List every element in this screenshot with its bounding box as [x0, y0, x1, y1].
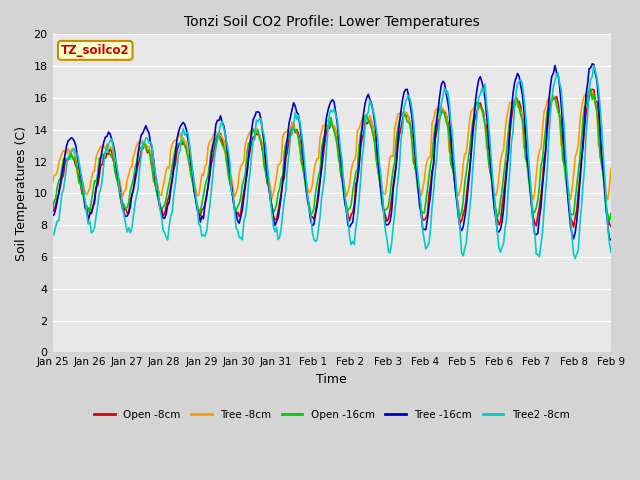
Tree -16cm	[49, 213, 56, 218]
Tree2 -8cm	[572, 256, 579, 262]
Tree -16cm	[234, 218, 241, 224]
Open -16cm	[576, 156, 584, 162]
Open -16cm	[605, 218, 613, 224]
Line: Open -16cm: Open -16cm	[52, 89, 611, 221]
Tree2 -8cm	[117, 190, 125, 196]
Tree2 -8cm	[607, 249, 615, 255]
Line: Tree2 -8cm: Tree2 -8cm	[52, 66, 611, 259]
Line: Open -8cm: Open -8cm	[52, 89, 611, 227]
Tree -8cm	[117, 185, 125, 191]
Open -8cm	[49, 205, 56, 211]
Line: Tree -8cm: Tree -8cm	[52, 91, 611, 200]
Open -16cm	[117, 198, 125, 204]
Open -8cm	[577, 156, 585, 162]
X-axis label: Time: Time	[316, 373, 347, 386]
Line: Tree -16cm: Tree -16cm	[52, 64, 611, 240]
Legend: Open -8cm, Tree -8cm, Open -16cm, Tree -16cm, Tree2 -8cm: Open -8cm, Tree -8cm, Open -16cm, Tree -…	[90, 405, 573, 424]
Tree2 -8cm	[590, 63, 598, 69]
Tree -16cm	[576, 180, 584, 185]
Open -8cm	[215, 134, 223, 140]
Tree2 -8cm	[243, 201, 251, 207]
Open -16cm	[49, 207, 56, 213]
Tree -16cm	[215, 118, 223, 123]
Tree -16cm	[117, 194, 125, 200]
Tree -16cm	[293, 109, 301, 115]
Y-axis label: Soil Temperatures (C): Soil Temperatures (C)	[15, 126, 28, 261]
Text: TZ_soilco2: TZ_soilco2	[61, 44, 129, 57]
Tree -16cm	[607, 237, 615, 243]
Tree -8cm	[234, 185, 241, 191]
Open -16cm	[587, 86, 595, 92]
Open -16cm	[215, 134, 223, 140]
Tree -8cm	[577, 106, 585, 111]
Tree -8cm	[607, 166, 615, 171]
Open -16cm	[293, 127, 301, 133]
Tree2 -8cm	[49, 232, 56, 238]
Tree -8cm	[243, 136, 251, 142]
Tree2 -8cm	[293, 117, 301, 122]
Tree -8cm	[49, 180, 56, 185]
Tree -8cm	[215, 132, 223, 138]
Tree2 -8cm	[215, 130, 223, 135]
Open -16cm	[234, 204, 241, 209]
Tree2 -8cm	[234, 227, 241, 233]
Open -16cm	[243, 151, 251, 156]
Open -8cm	[243, 171, 251, 177]
Open -8cm	[607, 223, 615, 229]
Tree -8cm	[293, 130, 301, 135]
Tree -16cm	[243, 169, 251, 175]
Tree -8cm	[529, 197, 537, 203]
Open -16cm	[607, 211, 615, 216]
Tree2 -8cm	[577, 204, 585, 210]
Open -8cm	[117, 198, 125, 204]
Tree -16cm	[588, 61, 596, 67]
Open -8cm	[570, 224, 577, 230]
Tree -8cm	[584, 88, 591, 94]
Open -8cm	[588, 86, 596, 92]
Open -8cm	[293, 127, 301, 132]
Title: Tonzi Soil CO2 Profile: Lower Temperatures: Tonzi Soil CO2 Profile: Lower Temperatur…	[184, 15, 479, 29]
Open -8cm	[234, 209, 241, 215]
